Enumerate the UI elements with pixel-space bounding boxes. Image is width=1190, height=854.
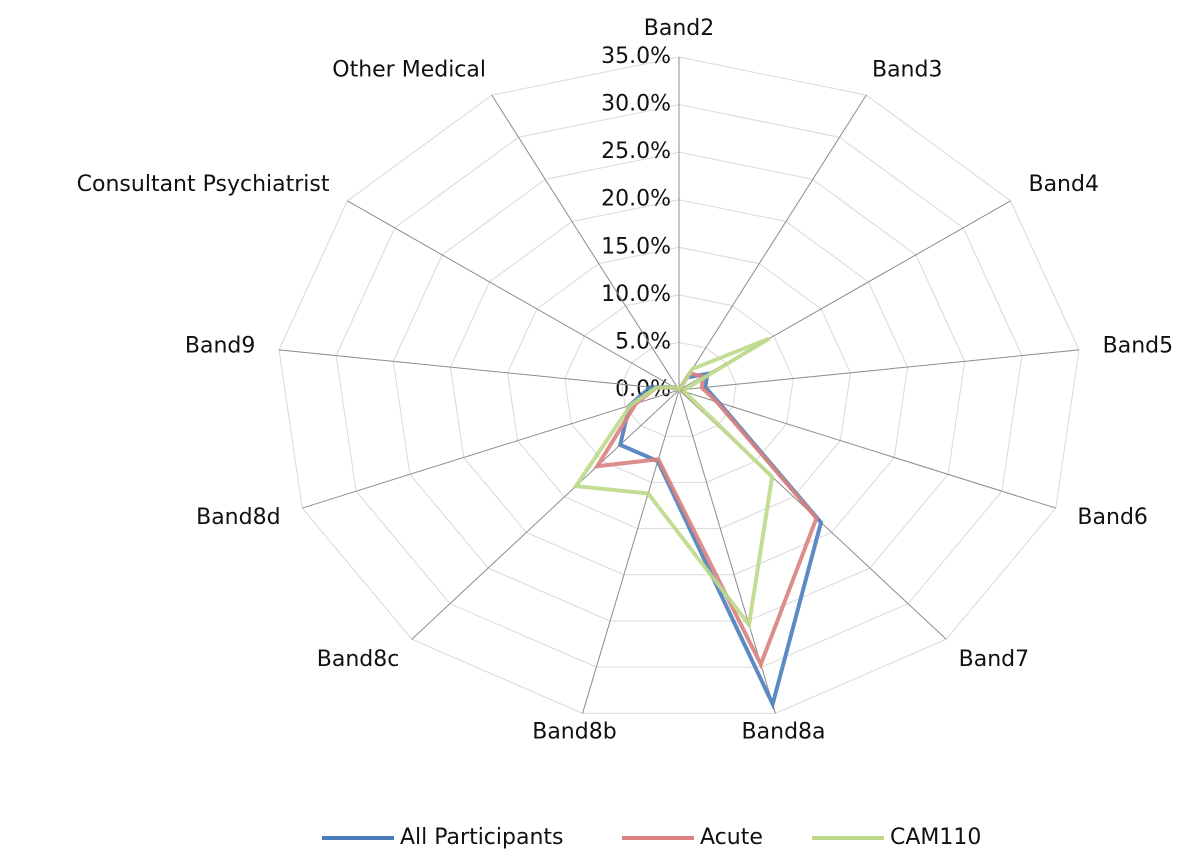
legend-label: All Participants — [400, 825, 564, 850]
y-tick-label: 20.0% — [601, 187, 671, 212]
category-label: Band8b — [532, 720, 616, 745]
category-label: Band5 — [1103, 333, 1173, 358]
category-label: Band9 — [185, 333, 255, 358]
category-label: Band8d — [196, 505, 280, 530]
spoke — [678, 389, 1056, 509]
category-label: Band2 — [644, 16, 714, 41]
spoke — [678, 349, 1080, 391]
legend-label: CAM110 — [890, 825, 981, 850]
spoke — [491, 94, 680, 391]
grid-ring — [335, 104, 1023, 668]
spoke — [278, 349, 680, 391]
spoke — [302, 389, 680, 509]
spoke — [411, 389, 680, 640]
grid-ring — [507, 246, 851, 530]
y-tick-label: 35.0% — [601, 44, 671, 69]
grid-ring — [278, 56, 1080, 714]
y-tick-label: 10.0% — [601, 282, 671, 307]
y-tick-label: 30.0% — [601, 92, 671, 117]
spoke — [678, 94, 867, 391]
category-label: Band4 — [1028, 172, 1098, 197]
legend-label: Acute — [700, 825, 763, 850]
category-label: Band7 — [959, 647, 1029, 672]
category-label: Band6 — [1077, 505, 1147, 530]
y-tick-label: 15.0% — [601, 234, 671, 259]
category-label: Band8a — [742, 720, 826, 745]
spoke — [347, 200, 680, 391]
category-label: Other Medical — [332, 57, 486, 82]
grid-ring — [564, 294, 794, 483]
grid-ring — [392, 151, 966, 622]
category-label: Band3 — [872, 57, 942, 82]
grid-ring — [449, 199, 909, 576]
y-tick-label: 25.0% — [601, 139, 671, 164]
spoke — [582, 389, 680, 714]
grid-ring — [621, 341, 737, 437]
category-label: Consultant Psychiatrist — [77, 172, 330, 197]
series-line — [572, 336, 775, 630]
category-label: Band8c — [317, 647, 400, 672]
